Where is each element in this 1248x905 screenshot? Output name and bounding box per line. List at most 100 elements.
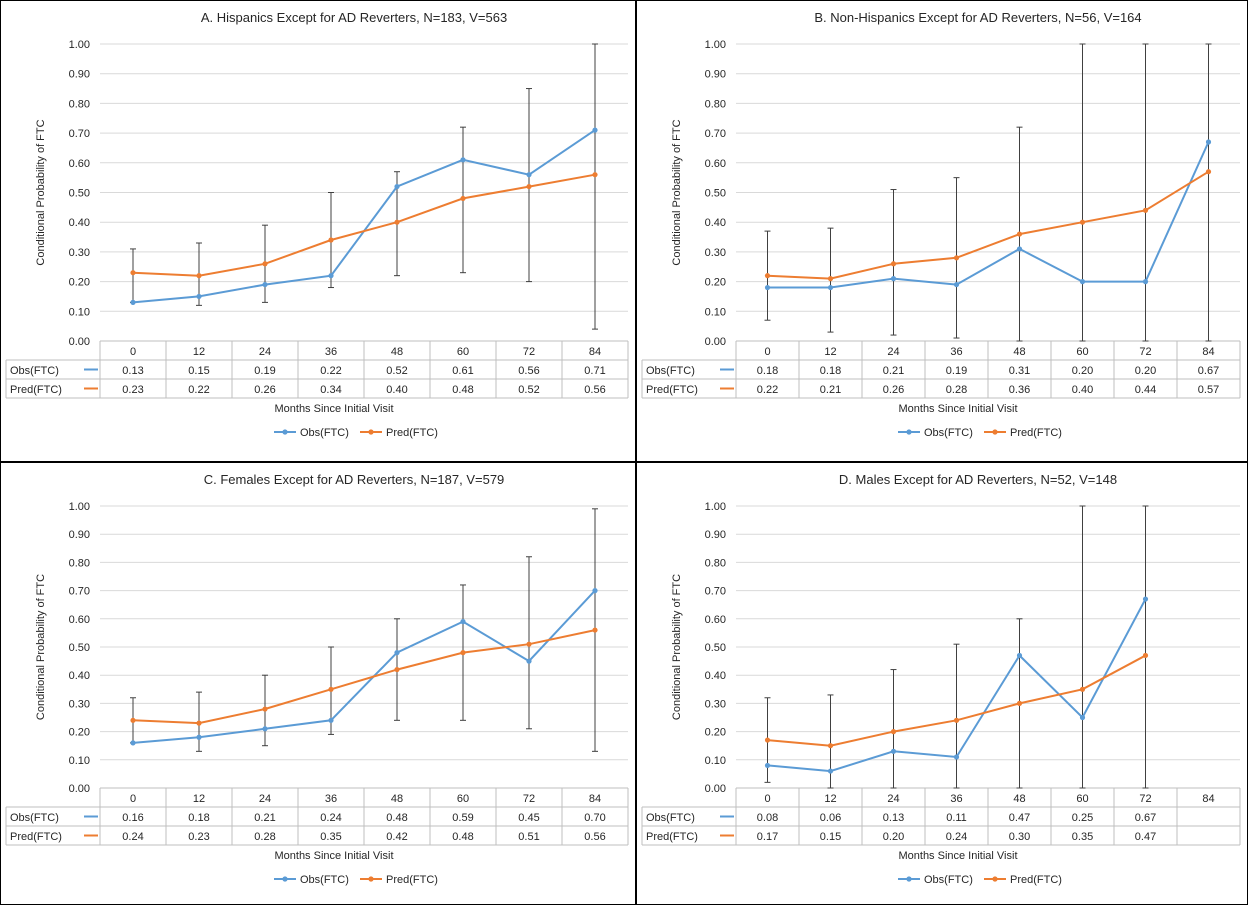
table-row-header: Pred(FTC) [646,831,698,843]
chart-title: C. Females Except for AD Reverters, N=18… [204,472,505,487]
x-tick-label: 12 [193,793,205,805]
data-point [764,737,771,743]
data-label: 0.18 [757,365,778,377]
data-label: 0.61 [452,365,473,377]
x-tick-label: 60 [457,346,469,358]
chart-panel-a: A. Hispanics Except for AD Reverters, N=… [0,0,636,462]
data-point [592,588,598,594]
chart-title: A. Hispanics Except for AD Reverters, N=… [201,10,507,25]
data-point [130,299,136,305]
x-axis-title: Months Since Initial Visit [274,403,393,415]
data-point [1142,652,1149,659]
data-label: 0.45 [518,812,539,824]
series-pred [130,627,598,726]
y-tick-label: 0.60 [705,614,726,626]
y-tick-label: 0.50 [705,642,726,654]
data-label: 0.36 [1009,384,1030,396]
x-tick-label: 24 [259,793,271,805]
y-tick-label: 0.40 [69,217,90,229]
data-point [262,706,268,712]
legend: Obs(FTC) Pred(FTC) [274,427,438,439]
x-tick-label: 12 [193,346,205,358]
series-obs [764,139,1212,291]
y-tick-label: 0.10 [69,755,90,767]
series-obs [764,596,1149,774]
legend-label: Pred(FTC) [1010,874,1062,886]
data-label: 0.51 [518,831,539,843]
x-tick-label: 24 [887,346,899,358]
y-tick-label: 0.10 [705,306,726,318]
y-axis-title: Conditional Probability of FTC [671,574,683,720]
data-point [526,641,532,647]
y-tick-label: 0.00 [705,783,726,795]
chart-svg: B. Non-Hispanics Except for AD Reverters… [636,0,1248,462]
y-tick-label: 0.50 [69,642,90,654]
y-tick-label: 0.00 [69,783,90,795]
y-tick-label: 0.50 [69,188,90,200]
data-point [1016,231,1023,237]
data-point [328,686,334,692]
data-point [592,627,598,633]
data-label: 0.28 [254,831,275,843]
data-point [1142,207,1149,213]
data-label: 0.24 [122,831,143,843]
data-point [394,650,400,656]
data-label: 0.71 [584,365,605,377]
data-point [460,650,466,656]
data-point [1205,169,1212,175]
data-point [394,666,400,673]
gridlines [100,43,628,342]
panel-border [0,0,636,462]
data-label: 0.70 [584,812,605,824]
x-tick-label: 0 [130,346,136,358]
data-label: 0.67 [1198,365,1219,377]
y-tick-label: 0.60 [69,614,90,626]
x-tick-label: 84 [589,793,601,805]
chart-svg: D. Males Except for AD Reverters, N=52, … [636,462,1248,905]
x-tick-label: 60 [1076,793,1088,805]
series-line [767,170,1210,280]
y-tick-labels: 0.00 0.10 0.20 0.30 0.40 0.50 0.60 0.70 0.80 0.90… [69,39,90,348]
data-label: 0.19 [254,365,275,377]
y-tick-label: 0.80 [69,557,90,569]
series-line [132,173,596,277]
data-label: 0.21 [883,365,904,377]
data-point [1016,246,1023,252]
y-tick-label: 0.60 [705,158,726,170]
y-tick-label: 0.90 [69,529,90,541]
data-label: 0.11 [946,812,967,824]
table-row-header: Obs(FTC) [646,365,695,377]
data-label: 0.08 [757,812,778,824]
x-tick-label: 0 [764,793,770,805]
y-tick-label: 1.00 [69,39,90,51]
data-label: 0.24 [946,831,967,843]
x-axis-title: Months Since Initial Visit [898,850,1017,862]
data-label: 0.56 [518,365,539,377]
data-label: 0.25 [1072,812,1093,824]
series-line [132,589,596,744]
data-point [953,281,960,288]
data-label: 0.52 [518,384,539,396]
legend-label: Pred(FTC) [386,874,438,886]
data-point [196,273,202,279]
data-label: 0.13 [883,812,904,824]
data-label: 0.22 [757,384,778,396]
gridlines [100,505,628,789]
chart-title: B. Non-Hispanics Except for AD Reverters… [814,10,1141,25]
y-tick-label: 0.80 [69,98,90,110]
data-label: 0.22 [320,365,341,377]
data-point [460,157,466,163]
y-tick-label: 0.30 [705,247,726,259]
data-table: 0 12 24 36 48 60 72 84 Obs(FTC) 0.13 0.15 0.19 0.22 0… [5,340,629,399]
table-row-header: Pred(FTC) [646,384,698,396]
y-tick-label: 0.60 [69,158,90,170]
data-point [827,768,834,774]
legend-label: Obs(FTC) [300,874,349,886]
panel-border [0,462,636,905]
x-tick-label: 72 [523,793,535,805]
data-label: 0.47 [1135,831,1156,843]
x-tick-label: 36 [325,346,337,358]
gridlines [736,505,1240,789]
data-point [890,276,897,282]
data-point [827,284,834,291]
